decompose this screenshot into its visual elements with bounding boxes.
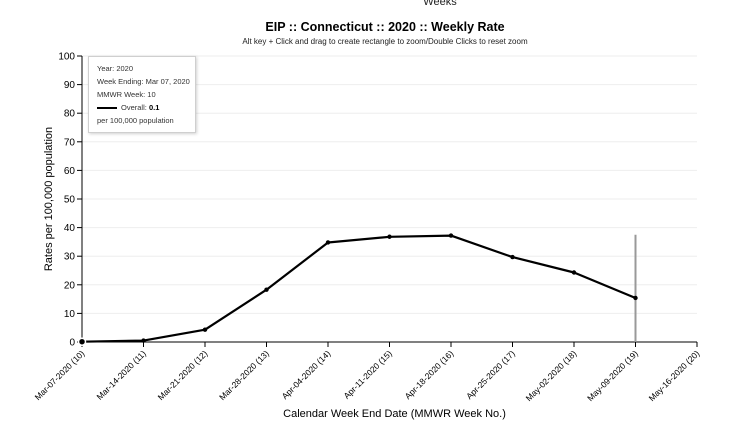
- x-tick-label: Mar-07-2020 (10): [33, 348, 87, 402]
- x-tick-label: May-16-2020 (20): [647, 348, 702, 403]
- data-point[interactable]: [510, 254, 515, 260]
- data-point[interactable]: [264, 287, 269, 292]
- tooltip-series-value: 0.1: [148, 103, 160, 112]
- x-tick-label: May-02-2020 (18): [524, 348, 579, 403]
- x-tick-label: Apr-18-2020 (16): [403, 348, 456, 401]
- y-tick-label: 90: [64, 80, 76, 91]
- y-tick-label: 20: [64, 280, 76, 291]
- x-tick-label: Apr-25-2020 (17): [464, 348, 517, 401]
- x-tick-label: Mar-21-2020 (12): [156, 348, 210, 402]
- chart-subtitle: Alt key + Click and drag to create recta…: [242, 37, 528, 46]
- y-tick-label: 100: [58, 52, 75, 63]
- series-swatch: [97, 107, 117, 110]
- tooltip-series-row: Overall: 0.1: [97, 101, 187, 114]
- data-point[interactable]: [387, 234, 392, 239]
- tooltip-week-ending: Week Ending: Mar 07, 2020: [97, 77, 190, 86]
- x-tick-label: Mar-14-2020 (11): [95, 348, 149, 402]
- y-tick-label: 0: [69, 338, 75, 349]
- y-tick-label: 70: [64, 137, 76, 148]
- y-tick-label: 60: [64, 166, 76, 177]
- y-axis-ticks: 0 10 20 30 40 50 60 70 80 90 100: [58, 52, 82, 349]
- data-point[interactable]: [571, 270, 577, 275]
- tooltip-unit: per 100,000 population: [97, 116, 174, 125]
- data-point[interactable]: [448, 233, 454, 238]
- grid-lines: [82, 55, 697, 314]
- tooltip-year: Year: 2020: [97, 64, 134, 73]
- data-point[interactable]: [325, 240, 331, 245]
- y-tick-label: 50: [64, 195, 76, 206]
- y-tick-label: 80: [64, 109, 76, 120]
- y-tick-label: 10: [64, 309, 76, 320]
- data-points: [77, 233, 638, 346]
- x-tick-label: Mar-28-2020 (13): [217, 348, 271, 402]
- y-tick-label: 30: [64, 252, 76, 263]
- x-axis-ticks: Mar-07-2020 (10) Mar-14-2020 (11) Mar-21-2…: [33, 342, 702, 403]
- data-point[interactable]: [633, 295, 638, 301]
- data-point-active[interactable]: [77, 337, 87, 346]
- x-axis-label: Calendar Week End Date (MMWR Week No.): [283, 408, 506, 420]
- data-point[interactable]: [202, 327, 208, 332]
- chart-title: EIP :: Connecticut :: 2020 :: Weekly Rat…: [265, 20, 505, 34]
- y-axis-label: Rates per 100,000 population: [43, 127, 55, 271]
- x-tick-label: Apr-11-2020 (15): [342, 348, 395, 401]
- top-label: Weeks: [423, 0, 457, 8]
- tooltip: Year: 2020 Week Ending: Mar 07, 2020 MMW…: [88, 56, 196, 133]
- tooltip-mmwr-week: MMWR Week: 10: [97, 90, 156, 99]
- x-tick-label: May-09-2020 (19): [585, 348, 640, 403]
- tooltip-series-label: Overall:: [121, 103, 147, 112]
- y-tick-label: 40: [64, 223, 76, 234]
- data-point[interactable]: [141, 338, 146, 343]
- series-line-overall: [81, 234, 636, 343]
- x-tick-label: Apr-04-2020 (14): [280, 348, 333, 401]
